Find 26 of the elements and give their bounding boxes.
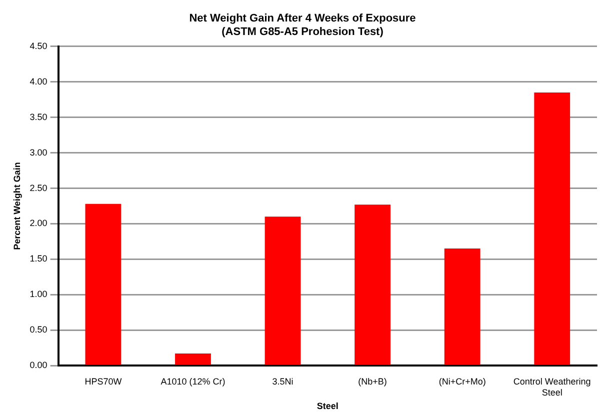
x-tick-label: (Nb+B) — [358, 376, 387, 386]
x-tick-label: A1010 (12% Cr) — [160, 376, 226, 386]
x-tick-label: Control Weathering Steel — [513, 376, 591, 398]
y-tick-label: 2.50 — [30, 182, 48, 193]
bar — [354, 204, 391, 365]
text: (ASTM G85-A5 Prohesion Test) — [222, 26, 384, 38]
y-tick-label: 0.00 — [30, 360, 48, 370]
y-tick-label: 4.00 — [30, 76, 48, 86]
x-tick-label: HPS70W — [84, 376, 122, 386]
bar — [264, 216, 301, 365]
y-tick-label: 0.50 — [30, 324, 48, 335]
bar — [85, 204, 122, 365]
y-tick-label: 1.00 — [30, 289, 48, 300]
x-tick-label: (Ni+Cr+Mo) — [438, 376, 486, 386]
bar — [175, 354, 211, 365]
x-tick-label: 3.5Ni — [272, 376, 294, 386]
y-tick-label: 2.00 — [30, 218, 48, 228]
y-tick-label: 3.50 — [30, 112, 48, 122]
bar — [534, 92, 570, 365]
text: Net Weight Gain After 4 Weeks of Exposure — [189, 12, 416, 25]
y-tick-label: 4.50 — [30, 40, 48, 51]
bar — [444, 248, 480, 365]
y-axis-title: Percent Weight Gain — [12, 162, 22, 250]
y-tick-label: 3.00 — [30, 147, 48, 158]
x-axis-title: Steel — [316, 401, 338, 412]
y-tick-label: 1.50 — [30, 254, 48, 264]
